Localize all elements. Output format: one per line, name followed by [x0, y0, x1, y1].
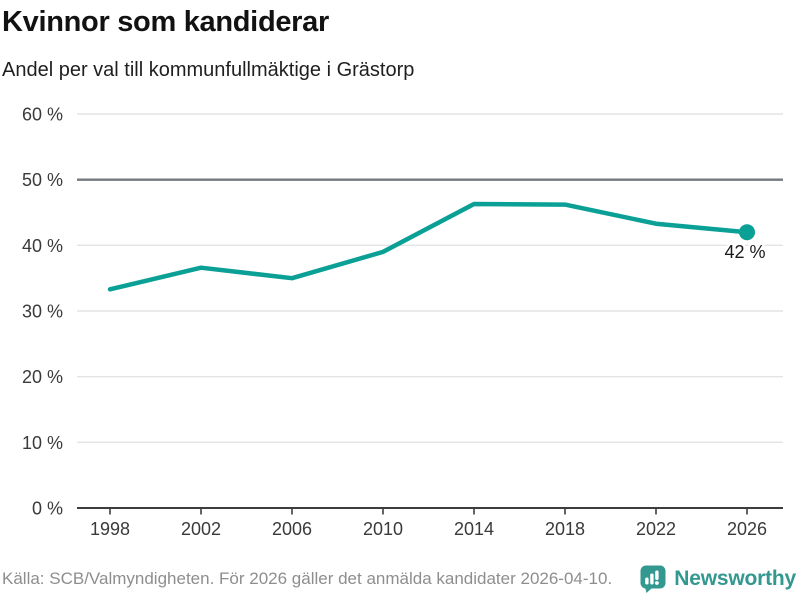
x-tick-label: 1998 — [90, 519, 130, 539]
y-tick-label: 60 % — [22, 105, 63, 125]
x-tick-label: 2010 — [363, 519, 403, 539]
y-tick-label: 0 % — [32, 499, 63, 519]
x-tick-label: 2026 — [727, 519, 767, 539]
newsworthy-logo: Newsworthy — [640, 565, 796, 593]
x-tick-label: 2022 — [636, 519, 676, 539]
y-tick-label: 30 % — [22, 302, 63, 322]
chart-title: Kvinnor som kandiderar — [2, 6, 329, 38]
x-tick-label: 2018 — [545, 519, 585, 539]
y-tick-label: 50 % — [22, 170, 63, 190]
y-tick-label: 40 % — [22, 236, 63, 256]
source-note: Källa: SCB/Valmyndigheten. För 2026 gäll… — [2, 569, 613, 588]
newsworthy-wordmark: Newsworthy — [674, 567, 796, 590]
chart-subtitle: Andel per val till kommunfullmäktige i G… — [2, 59, 415, 81]
x-tick-label: 2002 — [181, 519, 221, 539]
x-tick-label: 2014 — [454, 519, 494, 539]
newsworthy-bubble-chart-icon — [640, 565, 666, 593]
y-tick-label: 20 % — [22, 367, 63, 387]
footer: Källa: SCB/Valmyndigheten. För 2026 gäll… — [0, 564, 800, 594]
x-tick-label: 2006 — [272, 519, 312, 539]
y-tick-label: 10 % — [22, 433, 63, 453]
end-value-label: 42 % — [724, 242, 765, 262]
data-line — [107, 201, 750, 292]
end-point-marker — [739, 224, 755, 241]
